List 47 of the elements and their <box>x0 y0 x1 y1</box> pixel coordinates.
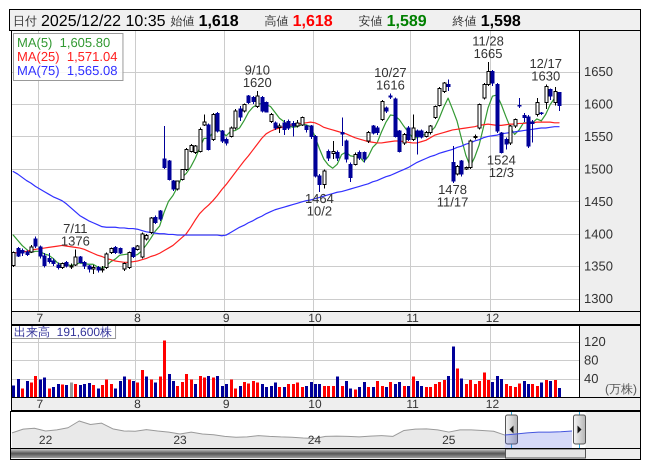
y-tick-label: 1450 <box>584 194 613 209</box>
y-tick-label: 1650 <box>584 64 613 80</box>
category-label: 始値 <box>170 14 195 28</box>
y-tick-label: 1550 <box>584 128 613 144</box>
x-tick-label: 25 <box>442 433 456 447</box>
annotation: 11/28 1665 <box>472 33 504 61</box>
y-axis-title: (万株) <box>605 382 637 396</box>
legend: MA(5) 1,605.80 MA(25) 1,571.04 MA(75) 1,565.08 <box>13 33 124 81</box>
y-tick-label: 1400 <box>584 226 613 242</box>
y-tick-label: 1350 <box>584 258 613 274</box>
annotation: 12/17 1630 <box>529 56 562 84</box>
data-label: 1,598 <box>480 13 521 30</box>
category-label: 終値 <box>452 14 477 28</box>
x-tick-label: 11 <box>406 311 420 325</box>
annotation: 10/27 1616 <box>374 65 407 93</box>
y-tick-label: 1500 <box>584 161 613 176</box>
x-tick-label: 11 <box>406 397 420 411</box>
annotation: 7/11 1376 <box>60 220 90 248</box>
category-label: 安値 <box>358 14 383 28</box>
category-label: 高値 <box>264 14 289 28</box>
x-tick-label: 7 <box>36 311 44 325</box>
x-tick-label: 8 <box>134 311 142 325</box>
x-tick-label: 7 <box>36 397 44 411</box>
x-tick-label: 9 <box>222 311 230 325</box>
data-label: 1,618 <box>292 13 333 30</box>
y-tick-label: 120 <box>584 334 606 350</box>
x-tick-label: 22 <box>38 433 53 447</box>
category-label: 日付 <box>13 14 37 28</box>
annotation: 1524 12/3 <box>486 152 516 180</box>
annotation: 1478 11/17 <box>436 182 468 210</box>
data-label: 2025/12/22 10:35 <box>41 13 166 30</box>
x-tick-label: 12 <box>486 397 500 411</box>
x-tick-label: 23 <box>173 433 187 447</box>
x-tick-label: 12 <box>486 311 500 325</box>
annotation: 9/10 1620 <box>242 62 272 90</box>
x-tick-label: 8 <box>134 397 142 411</box>
y-tick-label: 1600 <box>584 96 613 112</box>
x-tick-label: 10 <box>308 397 322 411</box>
y-tick-label: 80 <box>584 352 598 368</box>
data-label: 1,618 <box>198 13 239 30</box>
y-tick-label: 40 <box>584 371 598 386</box>
annotation: 出来高 191,600株 <box>14 325 112 339</box>
data-label: 1,589 <box>386 13 427 30</box>
y-tick-label: 1300 <box>584 291 613 306</box>
x-tick-label: 9 <box>222 397 230 411</box>
x-tick-label: 10 <box>308 311 322 325</box>
x-tick-label: 24 <box>308 433 322 447</box>
